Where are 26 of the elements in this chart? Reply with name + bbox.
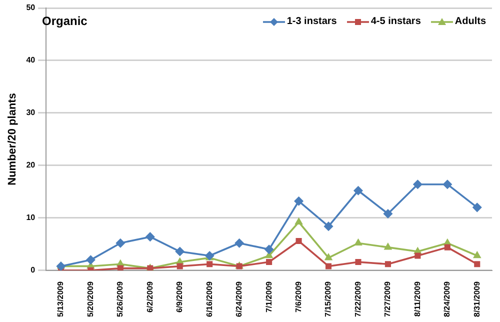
x-tick-label: 7/27/2009 <box>383 280 392 318</box>
y-tick-label: 40 <box>26 56 36 65</box>
y-tick-label: 0 <box>30 266 36 275</box>
x-tick-label: 8/24/2009 <box>442 280 452 318</box>
y-tick-label: 20 <box>26 160 36 170</box>
x-tick-label: 7/15/2009 <box>324 280 333 318</box>
x-tick-label: 6/2/2009 <box>145 280 154 313</box>
y-axis-title: Number/20 plants <box>6 93 19 186</box>
x-tick-label: 6/16/2009 <box>204 280 214 318</box>
y-tick-label: 50 <box>26 3 36 12</box>
y-tick-label: 10 <box>26 213 36 222</box>
legend-label: 4-5 instars <box>370 16 421 27</box>
x-tick-label: 5/20/2009 <box>86 280 95 318</box>
x-tick-label: 5/26/2009 <box>116 280 125 318</box>
text: Organic <box>42 14 88 28</box>
legend-label: 1-3 instars <box>286 16 337 27</box>
x-tick-label: 8/11/2009 <box>412 280 422 317</box>
x-tick-label: 8/31/2009 <box>472 280 482 318</box>
x-tick-label: 6/24/2009 <box>234 280 244 318</box>
x-tick-label: 7/1/2009 <box>264 280 274 313</box>
legend-label: Adults <box>454 16 486 27</box>
x-tick-label: 5/13/2009 <box>56 280 66 318</box>
x-tick-label: 6/9/2009 <box>175 280 184 313</box>
x-tick-label: 7/22/2009 <box>353 280 362 318</box>
y-tick-label: 30 <box>26 108 36 118</box>
x-tick-label: 7/6/2009 <box>294 280 303 313</box>
